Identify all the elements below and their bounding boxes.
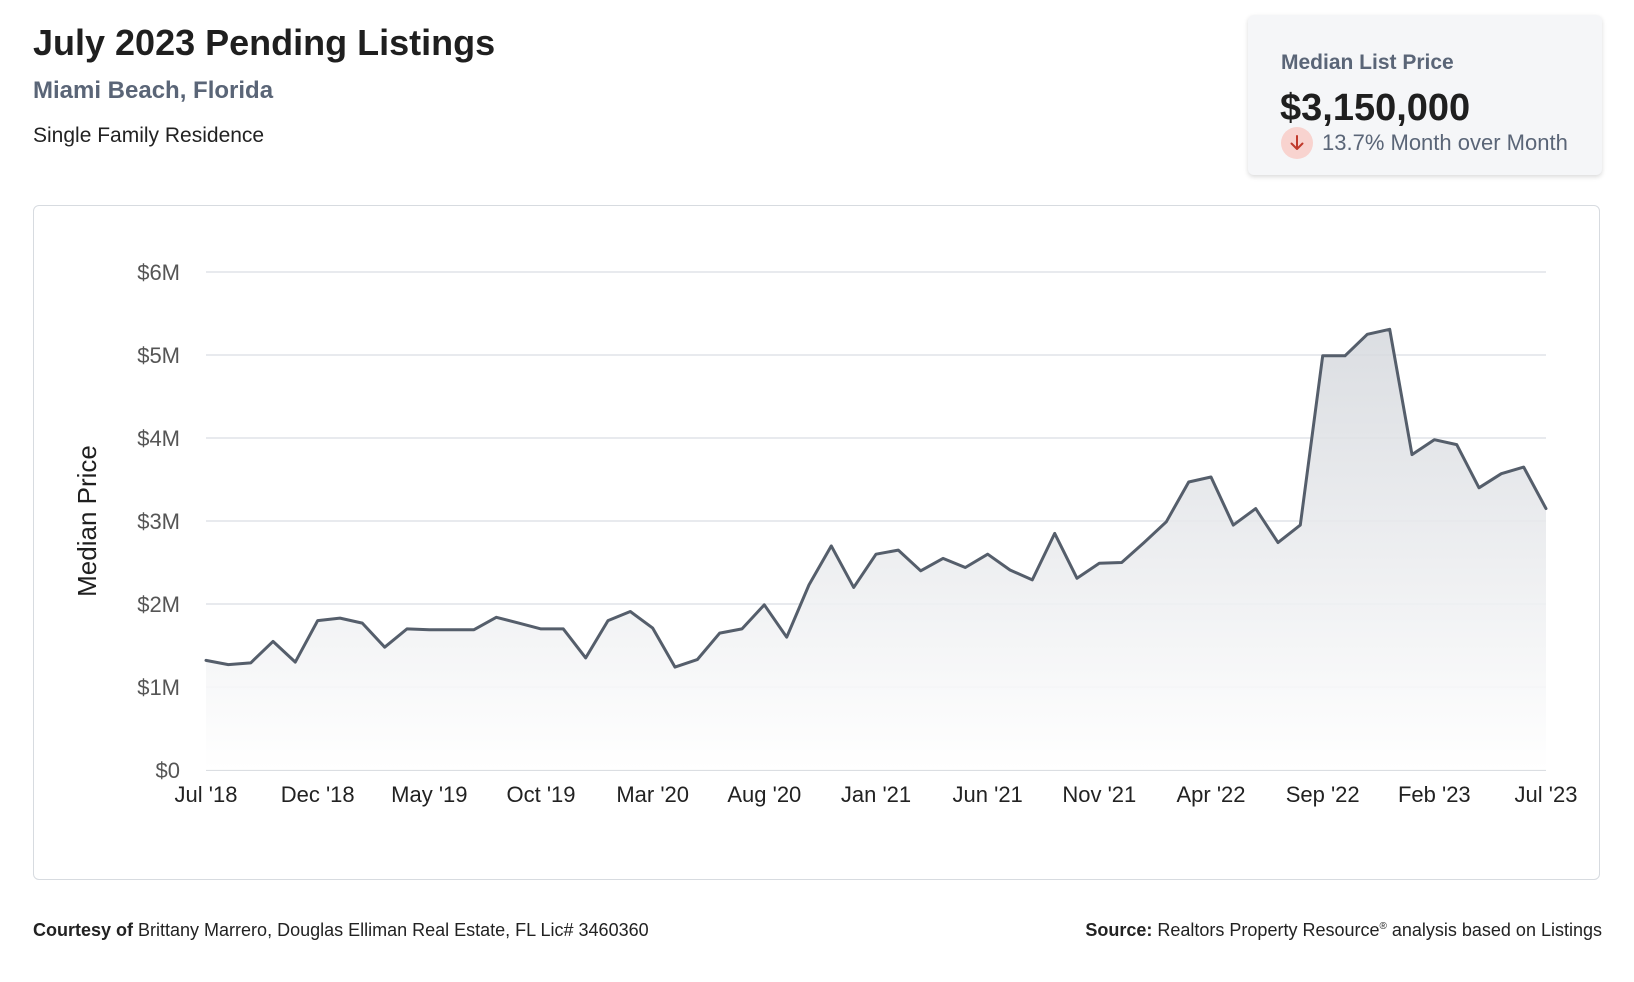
x-tick-label: Aug '20 xyxy=(727,782,801,807)
x-tick-label: Jul '18 xyxy=(175,782,238,807)
y-tick-label: $2M xyxy=(137,592,180,617)
x-tick-label: Sep '22 xyxy=(1286,782,1360,807)
y-axis-label: Median Price xyxy=(72,445,102,597)
x-tick-label: Jun '21 xyxy=(953,782,1023,807)
y-tick-label: $3M xyxy=(137,509,180,534)
arrow-down-icon xyxy=(1281,127,1313,159)
courtesy-label: Courtesy of xyxy=(33,920,134,940)
median-price-line xyxy=(204,327,1548,669)
x-axis-ticks: Jul '18 Dec '18 May '19 Oct '19 Mar '20 Aug '… xyxy=(175,782,1578,807)
source-label: Source: xyxy=(1085,920,1153,940)
y-tick-label: $0 xyxy=(156,758,180,783)
y-tick-label: $4M xyxy=(137,426,180,451)
x-tick-label: Mar '20 xyxy=(616,782,689,807)
card-label: Median List Price xyxy=(1281,51,1454,74)
y-tick-label: $5M xyxy=(137,343,180,368)
page-title: July 2023 Pending Listings xyxy=(33,22,496,63)
source-text-2: analysis based on Listings xyxy=(1386,920,1602,940)
median-list-price-card: Median List Price $3,150,000 13.7% Month… xyxy=(1248,15,1602,175)
series-area xyxy=(206,329,1546,770)
area-fill xyxy=(206,329,1546,770)
courtesy-footer: Courtesy of Brittany Marrero, Douglas El… xyxy=(33,920,649,941)
y-axis-ticks: $0 $1M $2M $3M $4M $5M $6M xyxy=(137,260,180,783)
registered-mark: ® xyxy=(1379,921,1387,932)
x-tick-label: Feb '23 xyxy=(1398,782,1471,807)
courtesy-text: Brittany Marrero, Douglas Elliman Real E… xyxy=(138,920,649,940)
x-tick-label: Nov '21 xyxy=(1062,782,1136,807)
chart-container: $0 $1M $2M $3M $4M $5M $6M Jul '18 Dec '18 May '… xyxy=(33,205,1600,880)
change-text: 13.7% Month over Month xyxy=(1322,130,1568,155)
price-chart: $0 $1M $2M $3M $4M $5M $6M Jul '18 Dec '18 May '… xyxy=(72,260,1578,807)
card-change: 13.7% Month over Month xyxy=(1281,127,1568,159)
x-tick-label: May '19 xyxy=(391,782,467,807)
source-text-1: Realtors Property Resource xyxy=(1157,920,1380,940)
y-tick-label: $6M xyxy=(137,260,180,285)
source-footer: Source: Realtors Property Resource® anal… xyxy=(1085,920,1602,941)
series-line xyxy=(204,327,1548,669)
x-tick-label: Oct '19 xyxy=(506,782,575,807)
location-subtitle: Miami Beach, Florida xyxy=(33,77,274,104)
y-tick-label: $1M xyxy=(137,675,180,700)
x-tick-label: Jul '23 xyxy=(1515,782,1578,807)
card-value: $3,150,000 xyxy=(1280,87,1471,129)
x-tick-label: Apr '22 xyxy=(1176,782,1245,807)
x-tick-label: Jan '21 xyxy=(841,782,911,807)
property-type-label: Single Family Residence xyxy=(33,124,265,147)
x-tick-label: Dec '18 xyxy=(281,782,355,807)
